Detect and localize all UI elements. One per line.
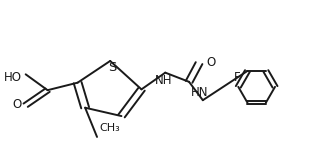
Text: NH: NH (155, 74, 173, 87)
Text: HO: HO (3, 71, 22, 84)
Text: HN: HN (191, 86, 208, 99)
Text: CH₃: CH₃ (100, 123, 120, 133)
Text: S: S (108, 61, 116, 74)
Text: F: F (234, 71, 240, 84)
Text: O: O (12, 98, 22, 111)
Text: O: O (206, 56, 216, 69)
